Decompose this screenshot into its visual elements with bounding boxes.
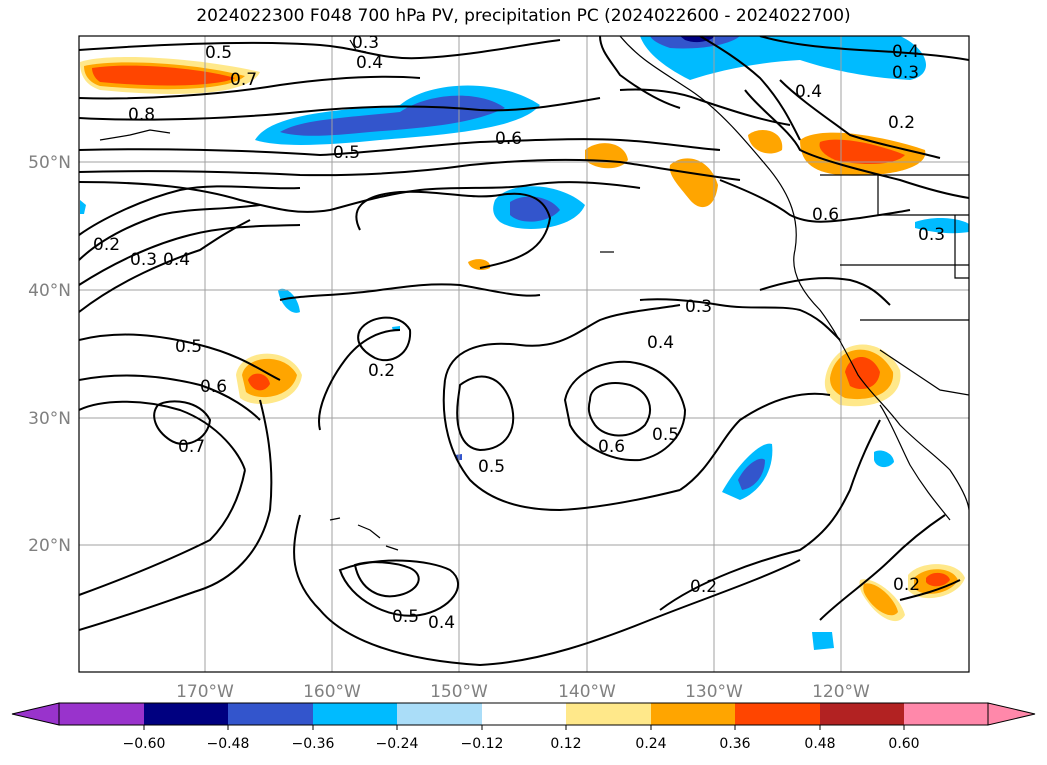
precip-positive-area: [748, 130, 783, 154]
gridlines: [79, 36, 969, 672]
contour-label: 0.6: [812, 205, 839, 225]
precip-negative-area: [738, 458, 765, 490]
colorbar-segment: [904, 703, 988, 725]
precip-positive-area: [863, 583, 898, 616]
lat-label: 30°N: [28, 409, 71, 429]
colorbar-tick-label: −0.12: [461, 736, 504, 752]
longitude-labels: 170°W 160°W 150°W 140°W 130°W 120°W: [176, 682, 870, 702]
contour-label: 0.3: [685, 297, 712, 317]
precip-positive-area: [585, 143, 628, 169]
precip-negative-area: [278, 288, 300, 313]
contour-label: 0.4: [892, 42, 919, 62]
colorbar-extend-left: [11, 702, 60, 726]
precip-positive-area: [92, 65, 235, 86]
colorbar-tick-label: −0.36: [292, 736, 335, 752]
lat-label: 40°N: [28, 281, 71, 301]
map-frame: [78, 35, 970, 673]
contour-label: 0.8: [128, 105, 155, 125]
contour-label: 0.3: [892, 63, 919, 83]
contour-label: 0.4: [795, 82, 822, 102]
colorbar-segment: [313, 703, 397, 725]
colorbar-tick-label: 0.24: [635, 736, 666, 752]
lon-label: 170°W: [176, 682, 234, 702]
colorbar-segment: [482, 703, 566, 725]
coastlines: [99, 36, 969, 551]
precip-negative-area: [812, 632, 834, 650]
contour-label: 0.2: [690, 577, 717, 597]
colorbar-tick-label: 0.60: [888, 736, 919, 752]
pv-contours: [79, 36, 969, 667]
colorbar-segment: [566, 703, 651, 725]
colorbar-tick-label: −0.60: [123, 736, 166, 752]
contour-label: 0.3: [352, 33, 379, 53]
precip-negative-area: [80, 200, 86, 214]
precip-negative-area: [650, 36, 740, 49]
contour-label: 0.4: [428, 613, 455, 633]
precip-positive-area: [926, 572, 950, 587]
colorbar-segment: [651, 703, 735, 725]
colorbar-tick-label: 0.36: [719, 736, 750, 752]
contour-label: 0.6: [200, 377, 227, 397]
colorbar: −0.60 −0.48 −0.36 −0.24 −0.12 0.12 0.24 …: [11, 702, 1036, 752]
contour-label: 0.2: [368, 361, 395, 381]
precip-negative-area: [874, 450, 894, 468]
colorbar-segment: [144, 703, 228, 725]
contour-label: 0.5: [652, 425, 679, 445]
contour-label: 0.4: [647, 333, 674, 353]
colorbar-segment: [735, 703, 820, 725]
lon-label: 140°W: [558, 682, 616, 702]
contour-label: 0.6: [495, 129, 522, 149]
colorbar-tick-label: 0.12: [550, 736, 581, 752]
precip-negative-area: [510, 196, 560, 222]
contour-label: 0.5: [175, 337, 202, 357]
contour-label: 0.5: [333, 143, 360, 163]
precip-positive-area: [468, 259, 491, 270]
lon-label: 120°W: [812, 682, 870, 702]
lon-label: 150°W: [430, 682, 488, 702]
contour-labels: 0.5 0.3 0.7 0.4 0.8 0.6 0.5 0.4 0.3 0.4 …: [93, 33, 945, 633]
precip-negative-area: [280, 95, 505, 136]
contour-label: 0.5: [392, 607, 419, 627]
colorbar-segment: [59, 703, 144, 725]
precip-positive-area: [845, 357, 880, 390]
precip-positive-area: [248, 373, 270, 391]
colorbar-segment: [228, 703, 313, 725]
colorbar-tick-label: 0.48: [804, 736, 835, 752]
contour-label: 0.5: [205, 43, 232, 63]
contour-label: 0.2: [93, 235, 120, 255]
contour-label: 0.4: [356, 53, 383, 73]
contour-label: 0.2: [888, 113, 915, 133]
contour-label: 0.4: [163, 250, 190, 270]
colorbar-segment: [820, 703, 904, 725]
contour-label: 0.6: [598, 437, 625, 457]
colorbar-segment: [397, 703, 482, 725]
precip-positive-area: [669, 158, 718, 208]
precip-negative-area: [640, 36, 927, 80]
colorbar-tick-label: −0.48: [207, 736, 250, 752]
contour-label: 0.3: [130, 250, 157, 270]
precip-shading: [80, 36, 969, 650]
contour-label: 0.7: [230, 70, 257, 90]
lat-label: 20°N: [28, 536, 71, 556]
contour-label: 0.2: [893, 575, 920, 595]
lon-label: 160°W: [303, 682, 361, 702]
contour-label: 0.5: [478, 457, 505, 477]
colorbar-extend-right: [987, 702, 1036, 726]
lat-label: 50°N: [28, 153, 71, 173]
figure-title: 2024022300 F048 700 hPa PV, precipitatio…: [196, 6, 851, 26]
latitude-labels: 50°N 40°N 30°N 20°N: [28, 153, 71, 556]
contour-label: 0.3: [918, 225, 945, 245]
colorbar-tick-label: −0.24: [376, 736, 419, 752]
contour-label: 0.7: [178, 437, 205, 457]
lon-label: 130°W: [685, 682, 743, 702]
